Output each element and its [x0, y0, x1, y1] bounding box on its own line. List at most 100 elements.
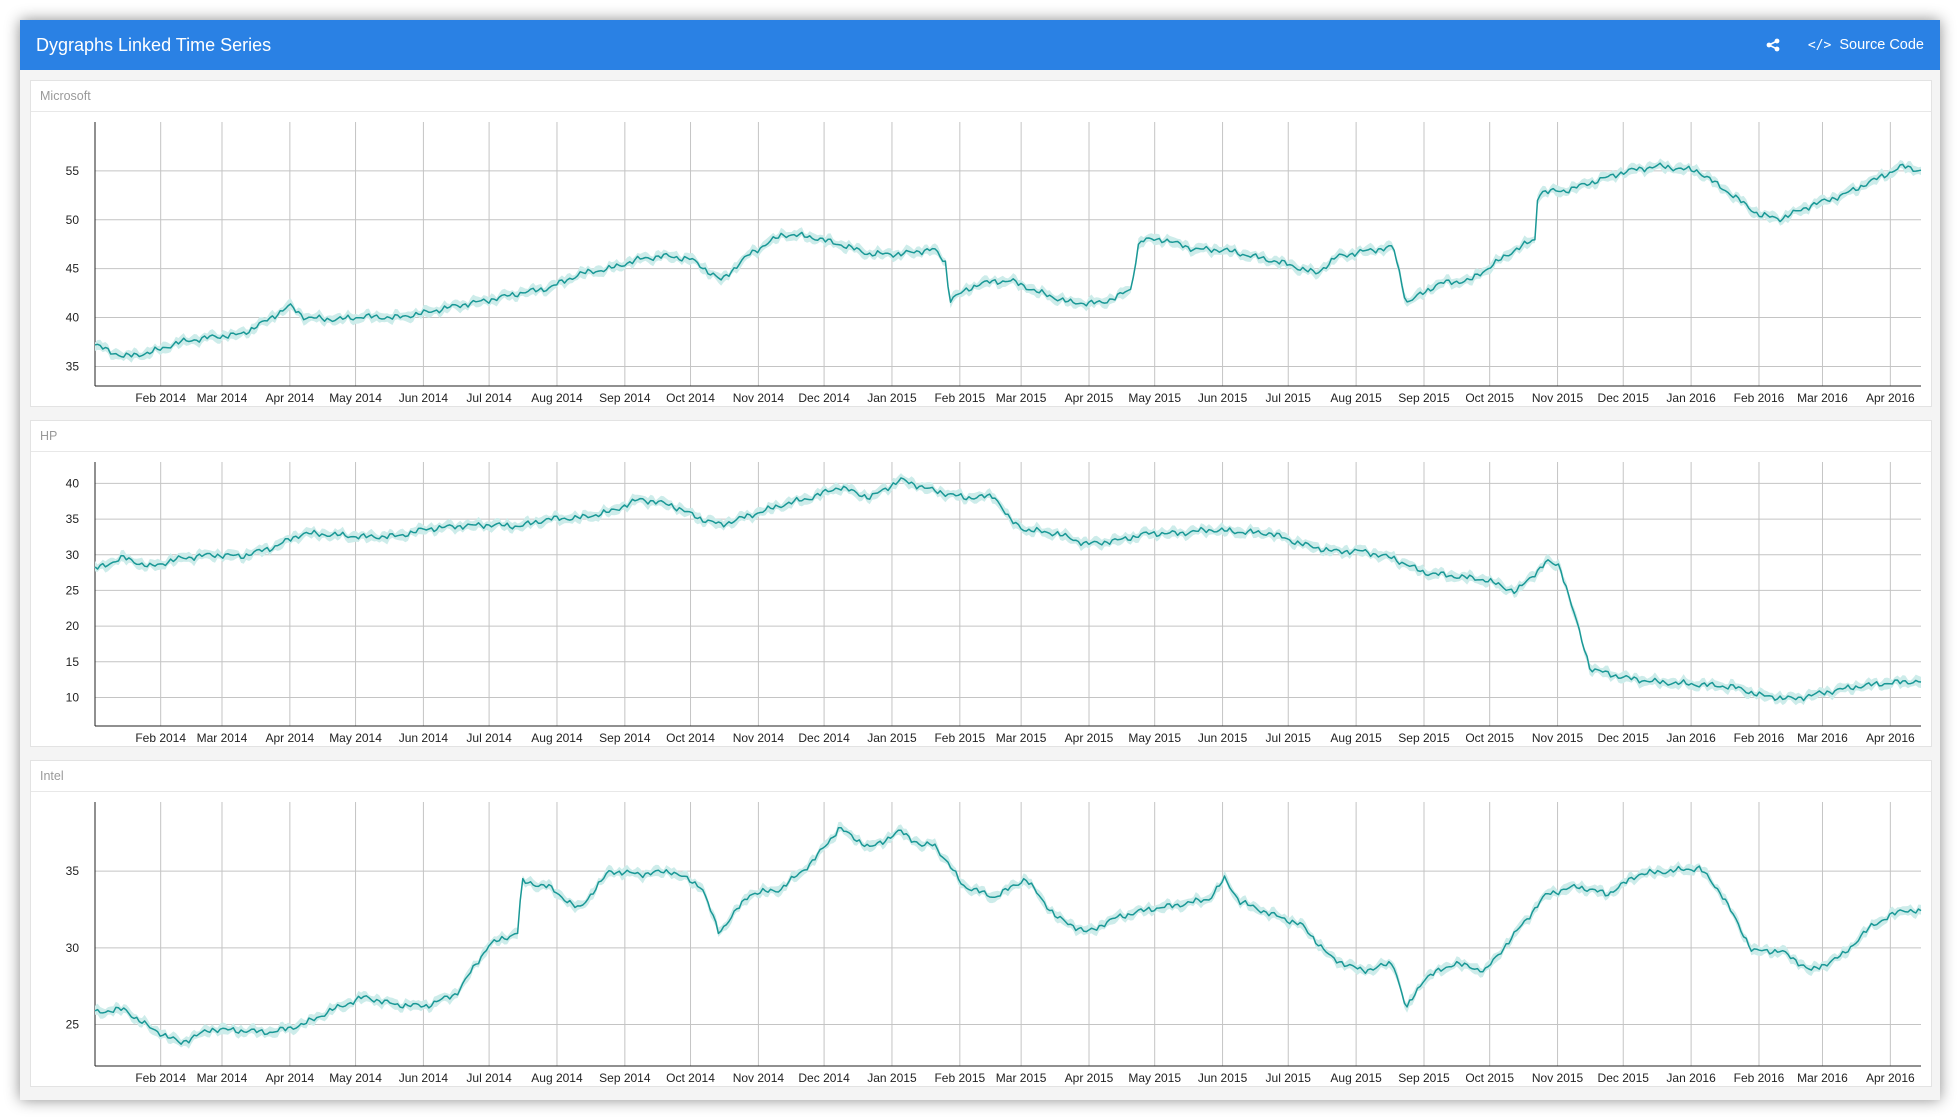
- y-tick-label: 30: [66, 941, 80, 955]
- x-tick-label: Mar 2015: [996, 391, 1047, 405]
- y-tick-label: 35: [66, 359, 80, 373]
- x-tick-label: Jun 2015: [1198, 1071, 1248, 1085]
- x-tick-label: Dec 2015: [1598, 1071, 1650, 1085]
- y-tick-label: 30: [66, 548, 80, 562]
- x-tick-label: Nov 2014: [733, 391, 785, 405]
- x-tick-label: Dec 2014: [798, 391, 850, 405]
- x-tick-label: Jul 2014: [466, 731, 512, 745]
- chart-card-microsoft: Microsoft Feb 2014 Mar 2014 Apr 2014 May 20…: [30, 80, 1932, 407]
- series-error-band: [95, 473, 1921, 706]
- x-tick-label: Mar 2015: [996, 1071, 1047, 1085]
- intel-chart[interactable]: Feb 2014 Mar 2014 Apr 2014 May 2014 Jun 2014…: [31, 792, 1931, 1086]
- x-tick-label: Oct 2015: [1465, 1071, 1514, 1085]
- x-tick-label: Dec 2014: [798, 1071, 850, 1085]
- chart-card-intel: Intel Feb 2014 Mar 2014 Apr 2014 May 2014 Ju…: [30, 760, 1932, 1087]
- x-tick-label: Nov 2014: [733, 1071, 785, 1085]
- x-tick-label: Sep 2014: [599, 731, 651, 745]
- x-tick-label: Dec 2015: [1598, 391, 1650, 405]
- x-tick-label: Jun 2015: [1198, 391, 1248, 405]
- x-tick-label: May 2015: [1128, 1071, 1181, 1085]
- x-tick-label: Aug 2015: [1330, 391, 1382, 405]
- y-tick-label: 10: [66, 690, 80, 704]
- x-tick-label: Jul 2015: [1266, 391, 1312, 405]
- y-tick-label: 35: [66, 864, 80, 878]
- share-icon: [1766, 38, 1780, 52]
- x-tick-label: Feb 2016: [1734, 731, 1785, 745]
- x-tick-label: Oct 2014: [666, 1071, 715, 1085]
- y-tick-label: 50: [66, 213, 80, 227]
- x-tick-label: Mar 2014: [197, 391, 248, 405]
- x-tick-label: Feb 2014: [135, 731, 186, 745]
- x-tick-label: Mar 2016: [1797, 391, 1848, 405]
- x-tick-label: Mar 2015: [996, 731, 1047, 745]
- x-tick-label: Mar 2014: [197, 1071, 248, 1085]
- x-tick-label: Sep 2015: [1398, 731, 1450, 745]
- x-tick-label: Mar 2016: [1797, 731, 1848, 745]
- x-tick-label: Aug 2014: [531, 391, 583, 405]
- x-tick-label: Jan 2015: [867, 1071, 917, 1085]
- code-icon: </>: [1807, 37, 1832, 53]
- x-tick-label: Jul 2015: [1266, 731, 1312, 745]
- x-tick-label: Jan 2016: [1666, 391, 1716, 405]
- x-tick-label: Mar 2016: [1797, 1071, 1848, 1085]
- x-tick-label: May 2015: [1128, 391, 1181, 405]
- y-tick-label: 40: [66, 476, 80, 490]
- x-tick-label: Sep 2014: [599, 391, 651, 405]
- dashboard-title: Dygraphs Linked Time Series: [36, 35, 272, 55]
- x-tick-label: Apr 2015: [1065, 391, 1114, 405]
- y-tick-label: 20: [66, 619, 80, 633]
- x-tick-label: Feb 2015: [934, 391, 985, 405]
- x-tick-label: May 2015: [1128, 731, 1181, 745]
- x-tick-label: Apr 2014: [266, 731, 315, 745]
- y-tick-label: 35: [66, 512, 80, 526]
- x-tick-label: Jul 2015: [1266, 1071, 1312, 1085]
- x-tick-label: Jun 2015: [1198, 731, 1248, 745]
- x-tick-label: Jan 2016: [1666, 731, 1716, 745]
- x-tick-label: Jul 2014: [466, 391, 512, 405]
- x-tick-label: Aug 2014: [531, 731, 583, 745]
- source-code-label: Source Code: [1839, 37, 1924, 53]
- navbar: Dygraphs Linked Time Series </> Source C…: [20, 20, 1940, 70]
- x-tick-label: Apr 2016: [1866, 1071, 1915, 1085]
- x-tick-label: Oct 2015: [1465, 391, 1514, 405]
- x-tick-label: Apr 2015: [1065, 1071, 1114, 1085]
- x-tick-label: Apr 2015: [1065, 731, 1114, 745]
- series-line-0: [94, 477, 1922, 702]
- x-tick-label: Nov 2015: [1532, 391, 1584, 405]
- x-tick-label: Oct 2014: [666, 731, 715, 745]
- y-tick-label: 25: [66, 1018, 80, 1032]
- x-tick-label: Apr 2014: [266, 391, 315, 405]
- x-tick-label: Jan 2015: [867, 391, 917, 405]
- x-tick-label: Sep 2014: [599, 1071, 651, 1085]
- x-tick-label: Feb 2014: [135, 1071, 186, 1085]
- x-tick-label: May 2014: [329, 391, 382, 405]
- x-tick-label: Oct 2014: [666, 391, 715, 405]
- y-tick-label: 55: [66, 164, 80, 178]
- x-tick-label: Jan 2016: [1666, 1071, 1716, 1085]
- x-tick-label: Aug 2014: [531, 1071, 583, 1085]
- y-tick-label: 25: [66, 583, 80, 597]
- x-tick-label: Feb 2015: [934, 1071, 985, 1085]
- chart-title: Microsoft: [31, 81, 1931, 112]
- x-tick-label: Aug 2015: [1330, 1071, 1382, 1085]
- x-tick-label: Nov 2015: [1532, 731, 1584, 745]
- y-tick-label: 15: [66, 655, 80, 669]
- microsoft-chart[interactable]: Feb 2014 Mar 2014 Apr 2014 May 2014 Jun 2014…: [31, 112, 1931, 406]
- navbar-actions: </> Source Code: [1766, 20, 1924, 70]
- x-tick-label: Aug 2015: [1330, 731, 1382, 745]
- x-tick-label: Feb 2015: [934, 731, 985, 745]
- chart-title: Intel: [31, 761, 1931, 792]
- x-tick-label: Apr 2016: [1866, 391, 1915, 405]
- x-tick-label: Dec 2015: [1598, 731, 1650, 745]
- x-tick-label: Nov 2014: [733, 731, 785, 745]
- x-tick-label: May 2014: [329, 1071, 382, 1085]
- hp-chart[interactable]: Feb 2014 Mar 2014 Apr 2014 May 2014 Jun 2014…: [31, 452, 1931, 746]
- series-error-band: [95, 821, 1921, 1049]
- x-tick-label: Jun 2014: [399, 1071, 449, 1085]
- series-line-0: [94, 826, 1922, 1045]
- x-tick-label: Apr 2016: [1866, 731, 1915, 745]
- x-tick-label: Sep 2015: [1398, 391, 1450, 405]
- share-button[interactable]: [1766, 38, 1780, 52]
- source-code-button[interactable]: </> Source Code: [1808, 37, 1924, 53]
- app-frame: Dygraphs Linked Time Series </> Source C…: [20, 20, 1940, 1100]
